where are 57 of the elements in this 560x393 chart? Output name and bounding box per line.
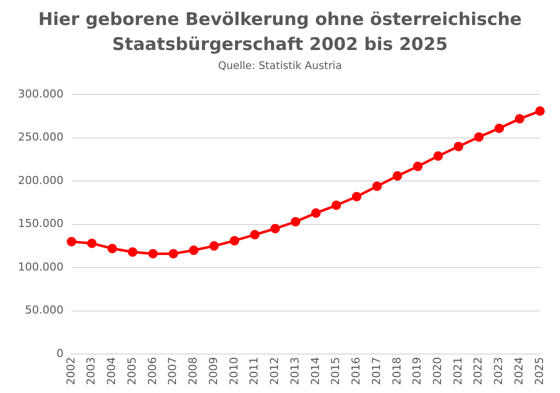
- x-tick-label: 2004: [105, 357, 118, 386]
- point: [230, 236, 240, 246]
- point: [250, 230, 260, 240]
- point: [128, 247, 138, 257]
- x-tick-label: 2012: [268, 357, 282, 386]
- x-tick-label: 2024: [512, 357, 526, 386]
- point: [209, 241, 219, 251]
- x-tick-label: 2011: [248, 357, 261, 386]
- x-tick-label: 2025: [532, 357, 546, 386]
- x-tick-label: 2010: [227, 357, 240, 386]
- point: [433, 151, 443, 161]
- x-tick-label: 2015: [329, 357, 342, 386]
- point: [535, 106, 545, 116]
- source-note: Quelle: Statistik Austria: [217, 60, 343, 72]
- point: [290, 216, 300, 226]
- point: [474, 132, 484, 142]
- x-tick-label: 2019: [410, 357, 424, 386]
- y-tick-label: 150.000: [18, 217, 64, 230]
- point: [168, 248, 178, 258]
- y-tick-label: 0: [56, 346, 64, 360]
- x-tick-label: 2002: [64, 357, 78, 386]
- x-tick-label: 2014: [308, 357, 322, 386]
- point: [514, 114, 524, 124]
- y-tick-label: 200.000: [18, 174, 64, 187]
- chart-title: Hier geborene Bevölkerung ohne österreichische Staatsbürgerschaft 2002 bis 2025: [37, 9, 523, 57]
- x-tick-label: 2016: [350, 357, 363, 386]
- point: [332, 200, 342, 210]
- point: [311, 208, 321, 218]
- point: [107, 244, 117, 254]
- y-tick-label: 300.000: [18, 87, 64, 100]
- x-tick-label: 2009: [206, 357, 220, 386]
- point: [494, 124, 504, 134]
- point: [66, 236, 76, 246]
- x-tick-label: 2008: [186, 357, 200, 386]
- x-tick-label: 2020: [431, 357, 444, 386]
- y-tick-label: 100.000: [18, 260, 64, 274]
- y-tick-label: 50.000: [24, 304, 64, 317]
- x-tick-label: 2007: [166, 357, 180, 386]
- x-tick-label: 2003: [84, 357, 98, 386]
- x-tick-label: 2013: [288, 357, 302, 386]
- x-tick-label: 2005: [125, 357, 138, 386]
- point: [87, 238, 97, 248]
- x-tick-label: 2023: [492, 357, 506, 386]
- point: [372, 182, 382, 192]
- x-tick-label: 2018: [390, 357, 404, 386]
- point: [392, 171, 402, 181]
- point: [188, 245, 198, 255]
- point: [148, 248, 158, 258]
- y-tick-label: 250.000: [18, 130, 64, 144]
- x-tick-label: 2017: [370, 357, 383, 386]
- point: [352, 192, 362, 202]
- point: [454, 142, 464, 152]
- x-tick-label: 2021: [451, 357, 464, 386]
- point: [413, 162, 423, 172]
- point: [270, 224, 280, 234]
- x-tick-label: 2022: [472, 357, 485, 386]
- x-tick-label: 2006: [146, 357, 159, 386]
